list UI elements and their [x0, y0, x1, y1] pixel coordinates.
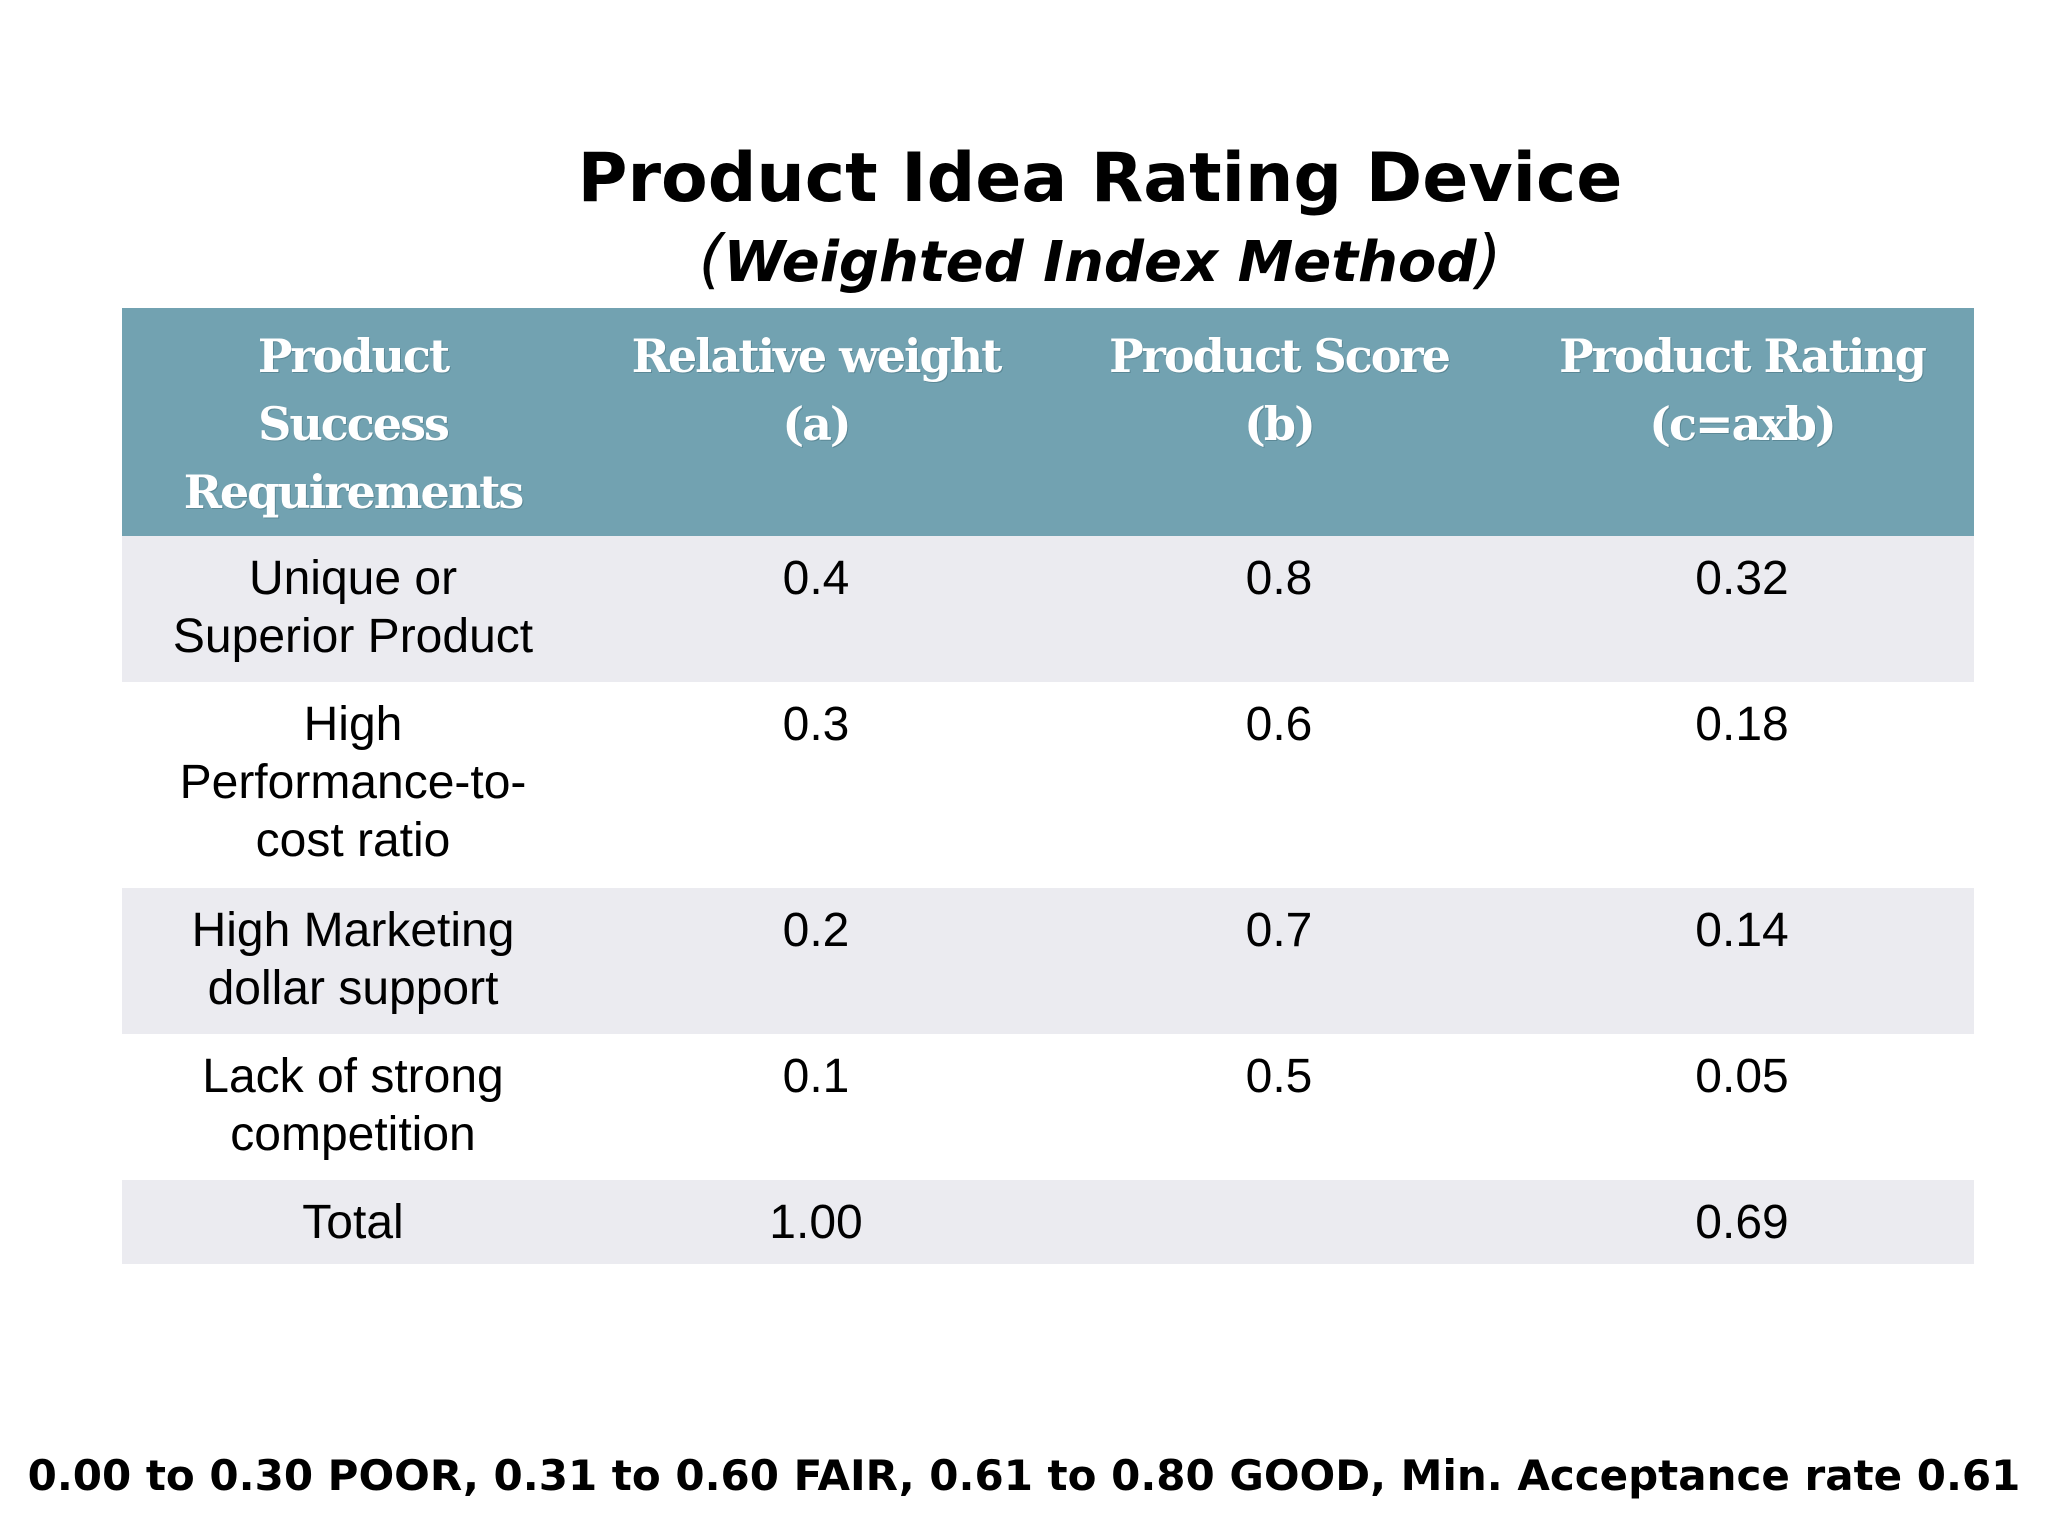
requirement-line: cost ratio	[255, 814, 451, 867]
header-score-line: Product Score	[1109, 329, 1451, 383]
subtitle-open-paren: (	[698, 223, 724, 297]
rating-cell: 0.18	[1510, 682, 1974, 888]
requirement-line: Superior Product	[172, 610, 534, 663]
weight-cell: 0.3	[584, 682, 1048, 888]
header-product-score: Product Score (b)	[1048, 308, 1510, 536]
total-weight: 1.00	[584, 1180, 1048, 1264]
requirement-line: Performance-to-	[179, 756, 527, 809]
requirement-cell: Unique or Superior Product	[122, 536, 584, 682]
slide-subtitle: (Weighted Index Method)	[0, 225, 2048, 298]
total-score	[1048, 1180, 1510, 1264]
total-row: Total 1.00 0.69	[122, 1180, 1974, 1264]
score-cell: 0.5	[1048, 1034, 1510, 1180]
slide-title: Product Idea Rating Device	[577, 139, 1623, 218]
score-cell: 0.6	[1048, 682, 1510, 888]
subtitle-close-paren: )	[1476, 223, 1502, 297]
requirement-line: High	[303, 698, 403, 751]
table-row: Lack of strong competition 0.1 0.5 0.05	[122, 1034, 1974, 1180]
requirement-cell: Lack of strong competition	[122, 1034, 584, 1180]
header-requirements-line: Product	[257, 329, 450, 383]
weight-cell: 0.2	[584, 888, 1048, 1034]
header-relative-weight: Relative weight (a)	[584, 308, 1048, 536]
requirement-line: Lack of strong	[202, 1050, 504, 1103]
header-rating-line: (c=axb)	[1649, 397, 1836, 451]
requirement-line: competition	[230, 1108, 476, 1161]
rating-table: Product Success Requirements Relative we…	[122, 308, 1974, 1264]
requirement-cell: High Marketing dollar support	[122, 888, 584, 1034]
rating-cell: 0.32	[1510, 536, 1974, 682]
rating-scale-note: 0.00 to 0.30 POOR, 0.31 to 0.60 FAIR, 0.…	[27, 1451, 2021, 1500]
header-weight-line: (a)	[782, 397, 851, 451]
header-product-rating: Product Rating (c=axb)	[1510, 308, 1974, 536]
total-label: Total	[122, 1180, 584, 1264]
requirement-line: Unique or	[248, 552, 458, 605]
header-weight-line: Relative weight	[631, 329, 1003, 383]
header-requirements-line: Requirements	[183, 465, 525, 519]
subtitle-text: Weighted Index Method	[723, 230, 1477, 295]
rating-cell: 0.05	[1510, 1034, 1974, 1180]
requirement-line: High Marketing	[191, 904, 515, 957]
weight-cell: 0.1	[584, 1034, 1048, 1180]
requirement-line: dollar support	[207, 962, 499, 1015]
total-rating: 0.69	[1510, 1180, 1974, 1264]
score-cell: 0.8	[1048, 536, 1510, 682]
weight-cell: 0.4	[584, 536, 1048, 682]
score-cell: 0.7	[1048, 888, 1510, 1034]
header-rating-line: Product Rating	[1559, 329, 1927, 383]
header-requirements-line: Success	[258, 397, 450, 451]
table-row: High Performance-to- cost ratio 0.3 0.6 …	[122, 682, 1974, 888]
header-score-line: (b)	[1244, 397, 1316, 451]
requirement-cell: High Performance-to- cost ratio	[122, 682, 584, 888]
table-row: High Marketing dollar support 0.2 0.7 0.…	[122, 888, 1974, 1034]
rating-cell: 0.14	[1510, 888, 1974, 1034]
header-requirements: Product Success Requirements	[122, 308, 584, 536]
table-header-row: Product Success Requirements Relative we…	[122, 308, 1974, 536]
table-row: Unique or Superior Product 0.4 0.8 0.32	[122, 536, 1974, 682]
